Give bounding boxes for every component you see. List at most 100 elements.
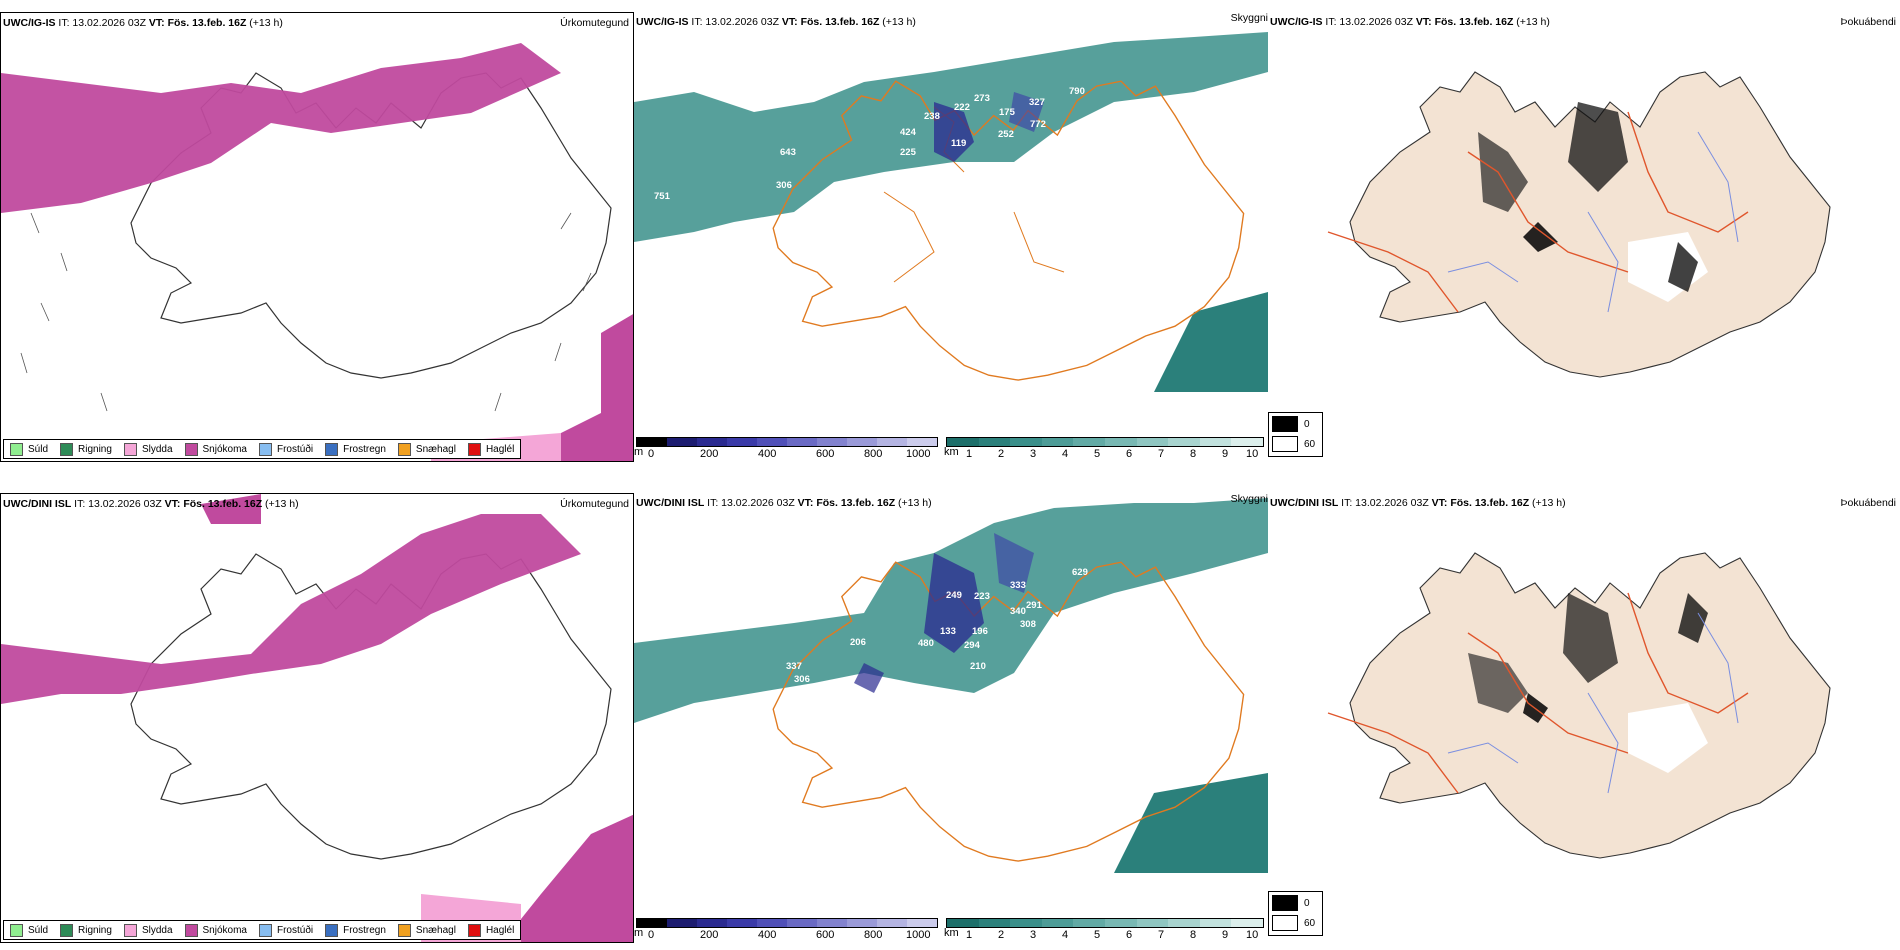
colorbar-step xyxy=(697,919,727,927)
colorbar-step xyxy=(1010,919,1042,927)
lead-time: (+13 h) xyxy=(1532,497,1566,509)
fog-legend-row: 60 xyxy=(1272,435,1319,453)
model-name: UWC/IG-IS xyxy=(636,16,689,28)
colorbar-tick: 8 xyxy=(1190,929,1197,941)
valid-time: Fös. 13.feb. 16Z xyxy=(816,497,896,509)
colorbar-step xyxy=(978,438,1011,446)
colorbar-step xyxy=(667,438,697,446)
colorbar-tick: 400 xyxy=(758,929,777,941)
fog-legend-label: 60 xyxy=(1304,917,1316,929)
colorbar-step xyxy=(1073,919,1105,927)
visibility-map: 751 643 306 424 225 238 222 273 175 327 … xyxy=(634,32,1268,392)
colorbar-step xyxy=(1231,438,1263,446)
colorbar-step xyxy=(787,438,817,446)
colorbar-step xyxy=(1168,438,1200,446)
valid-time: Fös. 13.feb. 16Z xyxy=(183,498,263,510)
ceiling-label: 115 xyxy=(946,706,962,717)
legend-item: Snæhagl xyxy=(397,923,456,937)
colorbar-step xyxy=(1199,919,1232,927)
fog-legend: 0 60 xyxy=(1268,412,1323,457)
legend-swatch xyxy=(123,442,137,456)
ceiling-label: 607 xyxy=(724,713,740,724)
ceiling-label: 196 xyxy=(972,626,988,637)
legend-swatch xyxy=(397,442,411,456)
legend-item: Slydda xyxy=(123,442,173,456)
ceiling-label: 790 xyxy=(1069,86,1085,97)
colorbar-step xyxy=(877,438,907,446)
legend-swatch xyxy=(397,923,411,937)
fog-index-map xyxy=(1327,552,1831,859)
legend-label: Súld xyxy=(28,924,49,936)
precip-type-panel-top: UWC/IG-IS IT: 13.02.2026 03Z VT: Fös. 13… xyxy=(0,12,634,462)
colorbar-step xyxy=(847,919,877,927)
legend-swatch xyxy=(10,442,23,456)
ceiling-label: 222 xyxy=(954,102,970,113)
ceiling-label: 252 xyxy=(998,129,1014,140)
legend-label: Snjókoma xyxy=(202,924,247,936)
colorbar-step xyxy=(637,919,667,927)
colorbar-tick: 200 xyxy=(700,929,719,941)
colorbar-unit: km xyxy=(944,927,959,939)
colorbar-tick: 6 xyxy=(1126,448,1133,460)
fog-legend-row: 0 xyxy=(1272,894,1319,912)
init-time: IT: 13.02.2026 03Z xyxy=(1341,497,1429,509)
init-time: IT: 13.02.2026 03Z xyxy=(74,498,162,510)
colorbar-step xyxy=(1073,438,1105,446)
panel-header: UWC/IG-IS IT: 13.02.2026 03Z VT: Fös. 13… xyxy=(1270,16,1550,28)
ceiling-label: 227 xyxy=(754,710,770,721)
legend-item: Súld xyxy=(10,442,49,456)
legend-item: Súld xyxy=(10,923,49,937)
colorbar-step xyxy=(787,919,817,927)
fog-legend-swatch xyxy=(1272,436,1298,452)
fog-index-map xyxy=(1327,71,1831,378)
panel-title: Þokuábendi xyxy=(1840,16,1896,28)
ceiling-label: 751 xyxy=(654,191,671,202)
lead-time: (+13 h) xyxy=(1516,16,1550,28)
panel-title: Skyggni xyxy=(1230,12,1268,24)
colorbar-step xyxy=(1136,919,1169,927)
precip-type-panel-bottom: UWC/DINI ISL IT: 13.02.2026 03Z VT: Fös.… xyxy=(0,493,634,943)
colorbar-step xyxy=(757,919,787,927)
colorbar-tick: 600 xyxy=(816,448,835,460)
colorbar-tick: 0 xyxy=(648,448,655,460)
colorbar-unit: km xyxy=(944,446,959,458)
legend-item: Snjókoma xyxy=(184,442,247,456)
colorbar-step xyxy=(947,919,979,927)
colorbar-tick: 1 xyxy=(966,929,973,941)
ceiling-label: 337 xyxy=(786,661,802,672)
ceiling-label: 223 xyxy=(974,591,990,602)
panel-title: Úrkomutegund xyxy=(560,17,629,29)
legend-swatch xyxy=(325,442,339,456)
valid-time: Fös. 13.feb. 16Z xyxy=(1450,497,1530,509)
legend-item: Rigning xyxy=(60,923,112,937)
colorbar-step xyxy=(1199,438,1232,446)
colorbar-tick: 3 xyxy=(1030,929,1037,941)
visibility-map: 459 607 227 337 306 206 249 223 333 629 … xyxy=(634,498,1268,873)
ceiling-label: 137 xyxy=(996,712,1012,723)
ceiling-colorbar: m 0 200 400 600 800 1000 xyxy=(634,437,938,460)
legend-item: Haglél xyxy=(467,923,514,937)
colorbar-tick: 5 xyxy=(1094,929,1101,941)
colorbar-unit: m xyxy=(634,927,644,939)
colorbar-strip xyxy=(636,918,938,928)
fog-legend-row: 60 xyxy=(1272,914,1319,932)
valid-time-label: VT: xyxy=(1431,497,1448,509)
legend-swatch xyxy=(258,442,272,456)
colorbar-tick: 9 xyxy=(1222,448,1229,460)
colorbar-step xyxy=(1104,919,1137,927)
legend-swatch xyxy=(60,442,74,456)
colorbar-ticks: 1 2 3 4 5 6 7 8 9 10 xyxy=(946,929,1264,941)
colorbar-step xyxy=(1041,438,1074,446)
valid-time: Fös. 13.feb. 16Z xyxy=(1434,16,1514,28)
colorbar-tick: 400 xyxy=(758,448,777,460)
fog-legend-label: 60 xyxy=(1304,438,1316,450)
legend-label: Súld xyxy=(28,443,49,455)
colorbar-step xyxy=(727,438,757,446)
visibility-panel-top: 751 643 306 424 225 238 222 273 175 327 … xyxy=(634,12,1268,462)
fog-legend: 0 60 xyxy=(1268,891,1323,936)
colorbar-step xyxy=(1231,919,1263,927)
colorbar-tick: 1000 xyxy=(906,929,931,941)
fog-legend-swatch xyxy=(1272,895,1298,911)
colorbar-tick: 2 xyxy=(998,929,1005,941)
ceiling-colorbar: m 0 200 400 600 800 1000 xyxy=(634,918,938,941)
